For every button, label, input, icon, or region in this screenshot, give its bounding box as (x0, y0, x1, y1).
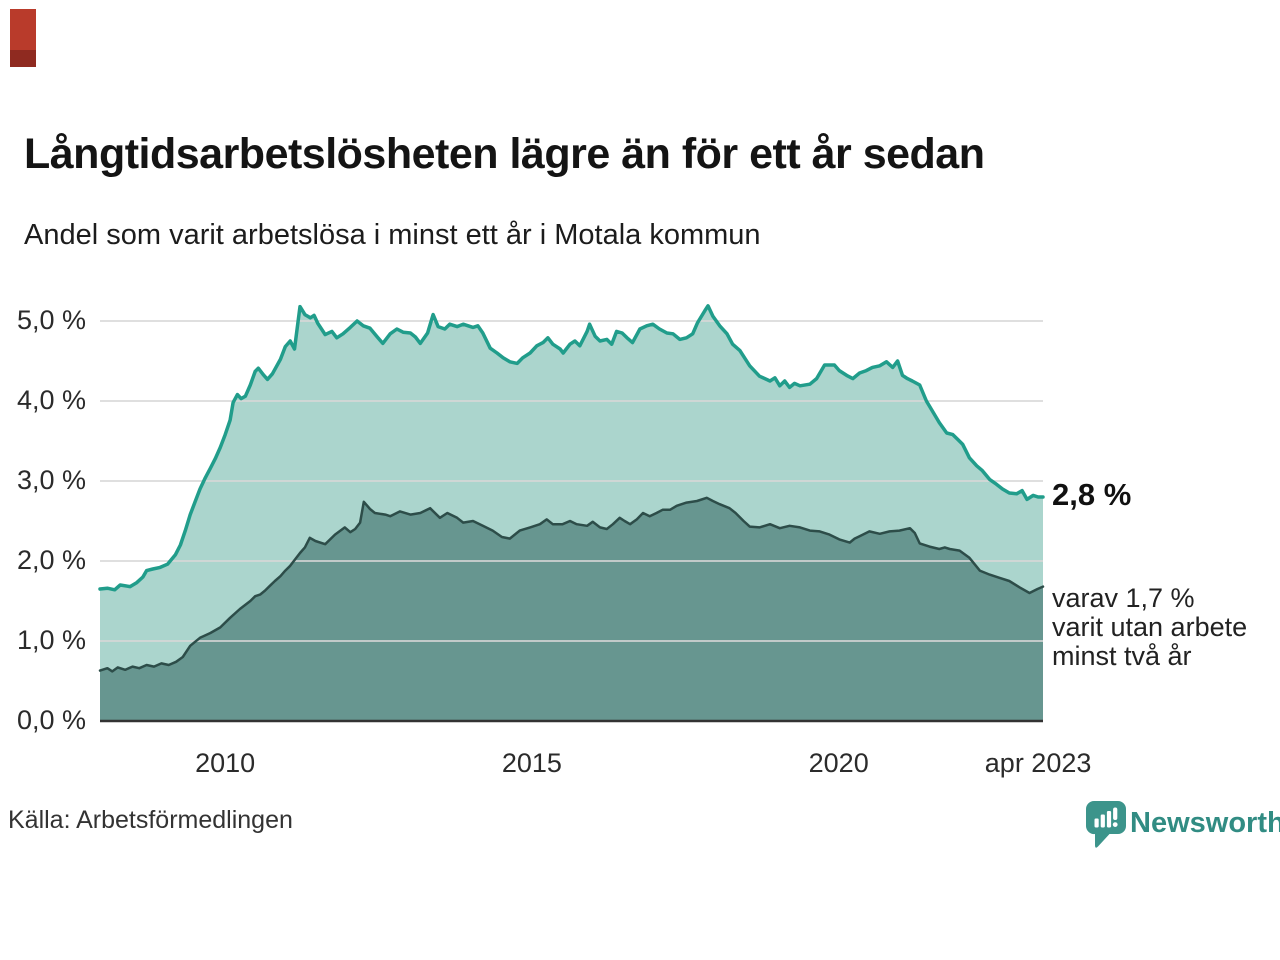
chart-subtitle: Andel som varit arbetslösa i minst ett å… (24, 219, 761, 251)
end-value-detail: varav 1,7 % varit utan arbete minst två … (1052, 584, 1247, 671)
newsworthy-wordmark: Newsworthy (1130, 807, 1280, 839)
source-text: Källa: Arbetsförmedlingen (8, 806, 293, 834)
red-corner-marker-bottom (10, 50, 36, 67)
y-axis-tick-label: 1,0 % (16, 625, 86, 655)
area-fill (100, 497, 1043, 721)
x-axis-tick-label: 2020 (808, 748, 869, 778)
x-axis-tick-label: 2015 (501, 748, 562, 778)
bar-chart-bubble-icon (1085, 801, 1126, 848)
end-value-detail-line: varit utan arbete (1052, 612, 1248, 642)
y-axis-tick-label: 0,0 % (16, 705, 86, 735)
end-value-label: 2,8 % (1052, 477, 1132, 512)
y-axis-tick-label: 2,0 % (16, 545, 86, 575)
y-axis-tick-label: 4,0 % (16, 385, 86, 415)
series-line (98, 496, 1045, 673)
newsworthy-logo (1085, 801, 1126, 851)
end-value-detail-line: minst två år (1052, 641, 1192, 671)
x-axis-tick-label: 2010 (195, 748, 256, 778)
red-corner-marker-top (10, 9, 36, 50)
y-axis-tick-label: 5,0 % (16, 305, 86, 335)
chart-title: Långtidsarbetslösheten lägre än för ett … (24, 130, 985, 178)
end-value-detail-line: varav 1,7 % (1052, 583, 1195, 613)
red-corner-marker (10, 9, 36, 67)
y-axis-tick-label: 3,0 % (16, 465, 86, 495)
series-line (98, 304, 1045, 592)
x-axis-tick-label: apr 2023 (984, 748, 1092, 778)
